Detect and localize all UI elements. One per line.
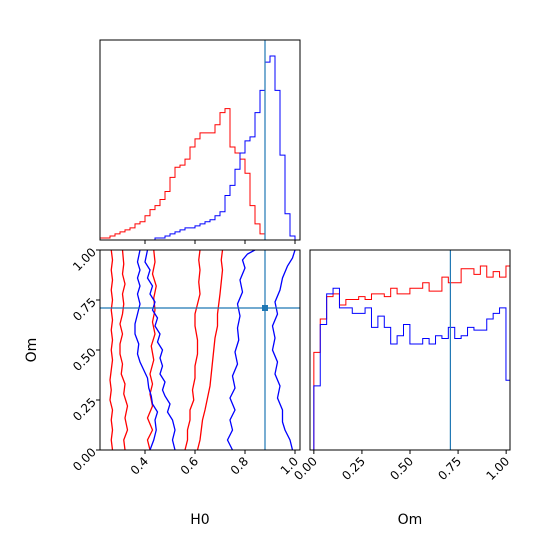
contour-line-blue bbox=[134, 250, 159, 450]
contour-ytick-label: 1.00 bbox=[70, 245, 99, 274]
contour-xtick-label: 0.6 bbox=[178, 454, 201, 477]
om-hist-xtick-label: 1.00 bbox=[483, 454, 512, 483]
truth-marker bbox=[262, 305, 268, 311]
om-hist-xtick-label: 0.50 bbox=[387, 454, 416, 483]
contour-ytick-label: 0.50 bbox=[70, 345, 99, 374]
histogram-step-blue bbox=[313, 287, 511, 450]
contour-xlabel: H0 bbox=[190, 512, 209, 528]
histogram-step-red bbox=[313, 265, 511, 450]
contour-xtick-label: 0.8 bbox=[228, 454, 251, 477]
contour-line-blue bbox=[144, 250, 176, 450]
contour-frame bbox=[99, 249, 301, 451]
om-hist-frame bbox=[309, 249, 511, 451]
contour-line-red bbox=[146, 250, 157, 450]
contour-xtick-label: 0.4 bbox=[128, 454, 151, 477]
contour-line-blue bbox=[226, 250, 256, 450]
contour-ytick-label: 0.25 bbox=[70, 395, 99, 424]
h0-hist-frame bbox=[99, 39, 301, 241]
contour-lines bbox=[109, 250, 296, 450]
histogram-step-blue bbox=[100, 55, 296, 241]
om-hist-xtick-label: 0.75 bbox=[435, 454, 464, 483]
histogram-step-red bbox=[99, 108, 270, 241]
contour-line-red bbox=[184, 250, 201, 450]
om-hist-xtick-label: 0.25 bbox=[339, 454, 368, 483]
H0-hist-series-blue bbox=[100, 55, 296, 241]
contour-line-red bbox=[196, 250, 224, 450]
contour-line-red bbox=[119, 250, 129, 450]
H0-hist-series-red bbox=[99, 108, 270, 241]
contour-line-blue bbox=[271, 250, 296, 450]
contour-ylabel: Om bbox=[24, 338, 40, 363]
Om-hist-series-red bbox=[313, 265, 511, 450]
contour-line-red bbox=[109, 250, 114, 450]
Om-hist-series-blue bbox=[313, 287, 511, 450]
om-hist-xlabel: Om bbox=[398, 512, 423, 528]
contour-ytick-label: 0.00 bbox=[70, 445, 99, 474]
contour-ytick-label: 0.75 bbox=[70, 295, 99, 324]
